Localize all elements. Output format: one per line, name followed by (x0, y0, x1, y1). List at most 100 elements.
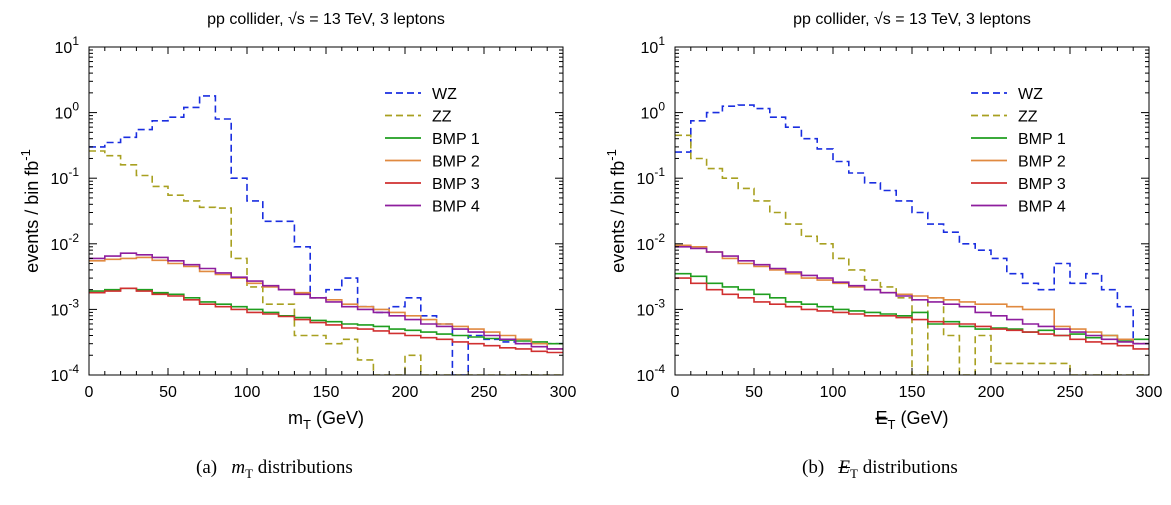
chart-1-series-bmp-3 (675, 277, 1149, 350)
chart-1-ytick-exp: 1 (658, 34, 665, 48)
chart-1-legend-label: BMP 2 (1018, 154, 1066, 171)
chart-1-xlabel: ET (GeV) (876, 408, 949, 432)
chart-0-xtick-label: 100 (234, 384, 261, 401)
chart-0-legend-label: WZ (432, 86, 457, 103)
chart-0-xlabel-unit: (GeV) (316, 408, 364, 428)
chart-1-ytick-base: 10 (637, 171, 655, 188)
chart-1-ytick-label: 101 (641, 34, 666, 57)
caption-a-text: distributions (257, 457, 353, 478)
caption-b-tag: (b) (802, 457, 825, 478)
chart-0-xtick-label: 50 (159, 384, 177, 401)
chart-1-legend-label: WZ (1018, 86, 1043, 103)
chart-1-ytick-exp: -3 (654, 296, 665, 310)
chart-0-ytick-exp: -1 (68, 165, 79, 179)
chart-0-xtick-label: 300 (550, 384, 577, 401)
chart-1-ytick-exp: 0 (658, 100, 665, 114)
chart-0-ytick-exp: -2 (68, 231, 79, 245)
chart-1-ylabel-sup: -1 (604, 149, 619, 161)
caption-b: (b) ET distributions (802, 457, 958, 482)
chart-1-ylabel: events / bin fb-1 (604, 149, 628, 273)
chart-0-legend-label: BMP 1 (432, 131, 480, 148)
chart-0-xlabel-main: m (288, 408, 303, 428)
chart-0-series-group (89, 95, 563, 375)
chart-1-xlabel-sub: T (888, 417, 896, 432)
chart-1-ytick-label: 10-1 (637, 165, 666, 188)
chart-1-series-zz (675, 134, 1149, 375)
chart-0-xlabel-sub: T (303, 417, 311, 432)
chart-0-series-zz (89, 150, 563, 375)
chart-0-series-wz (89, 95, 563, 375)
chart-1-xtick-label: 0 (671, 384, 680, 401)
chart-0-ytick-label: 10-4 (51, 362, 80, 385)
chart-1-legend-label: ZZ (1018, 109, 1038, 126)
chart-0-ytick-exp: 0 (72, 100, 79, 114)
chart-0-ylabel-main: events / bin fb (22, 161, 42, 273)
chart-0-legend-label: BMP 2 (432, 154, 480, 171)
chart-1-legend-label: BMP 1 (1018, 131, 1066, 148)
chart-0-ytick-exp: -3 (68, 296, 79, 310)
chart-1-legend-label: BMP 4 (1018, 199, 1066, 216)
chart-0-ylabel-sup: -1 (18, 149, 33, 161)
chart-0-ytick-base: 10 (51, 237, 69, 254)
chart-0-xtick-label: 150 (313, 384, 340, 401)
chart-1-ytick-base: 10 (637, 237, 655, 254)
chart-1-series-bmp-4 (675, 246, 1149, 345)
chart-1-ylabel-main: events / bin fb (608, 161, 628, 273)
chart-0-ytick-base: 10 (51, 368, 69, 385)
chart-0-ytick-exp: 1 (72, 34, 79, 48)
caption-b-sub: T (850, 465, 858, 481)
chart-0-ytick-base: 10 (55, 40, 73, 57)
chart-1-ytick-base: 10 (641, 40, 659, 57)
chart-0-ytick-label: 100 (55, 100, 80, 123)
chart-1-ytick-exp: -1 (654, 165, 665, 179)
chart-1-xtick-label: 250 (1057, 384, 1084, 401)
chart-0-ytick-label: 101 (55, 34, 80, 57)
chart-1-xlabel-main: E (876, 408, 888, 428)
chart-0-ytick-label: 10-1 (51, 165, 80, 188)
chart-0-ytick-exp: -4 (68, 362, 79, 376)
chart-1-ytick-base: 10 (637, 368, 655, 385)
chart-1-series-group (675, 104, 1149, 375)
chart-0-legend-label: BMP 3 (432, 176, 480, 193)
chart-0-legend-label: ZZ (432, 109, 452, 126)
caption-a-var: m (231, 457, 246, 478)
chart-panel-b: pp collider, √s = 13 TeV, 3 leptons 0 50 10… (586, 0, 1171, 500)
chart-1-ytick-exp: -4 (654, 362, 665, 376)
caption-b-text: distributions (862, 457, 958, 478)
chart-1-xlabel-unit: (GeV) (900, 408, 948, 428)
chart-1-xtick-label: 100 (820, 384, 847, 401)
chart-0-ylabel: events / bin fb-1 (18, 149, 42, 273)
chart-0-legend-label: BMP 4 (432, 199, 480, 216)
chart-0-xtick-label: 200 (392, 384, 419, 401)
chart-0-ytick-label: 10-2 (51, 231, 80, 254)
chart-0-series-bmp-3 (89, 287, 563, 354)
chart-1-series-wz (675, 104, 1149, 345)
chart-1-xtick-label: 300 (1136, 384, 1163, 401)
chart-1-legend-label: BMP 3 (1018, 176, 1066, 193)
chart-1-ytick-label: 10-4 (637, 362, 666, 385)
chart-1-xtick-label: 200 (978, 384, 1005, 401)
chart-1-ytick-base: 10 (641, 106, 659, 123)
chart-0-xlabel: mT (GeV) (288, 408, 364, 432)
chart-0-frame (88, 46, 564, 376)
chart-1-xtick-label: 50 (745, 384, 763, 401)
caption-b-var: E (838, 457, 851, 478)
chart-1-title: pp collider, √s = 13 TeV, 3 leptons (793, 11, 1031, 28)
chart-1-ytick-base: 10 (637, 302, 655, 319)
chart-0-xtick-label: 250 (471, 384, 498, 401)
chart-1-ytick-label: 100 (641, 100, 666, 123)
caption-a-sub: T (245, 465, 254, 481)
chart-0-title: pp collider, √s = 13 TeV, 3 leptons (207, 11, 445, 28)
caption-a: (a) mT distributions (196, 457, 353, 482)
chart-0-xtick-label: 0 (85, 384, 94, 401)
chart-0-ytick-base: 10 (51, 302, 69, 319)
caption-a-tag: (a) (196, 457, 218, 478)
chart-0-ytick-base: 10 (51, 171, 69, 188)
chart-1-ytick-exp: -2 (654, 231, 665, 245)
chart-1-ytick-label: 10-3 (637, 296, 666, 319)
chart-0-ytick-label: 10-3 (51, 296, 80, 319)
chart-0-ytick-base: 10 (55, 106, 73, 123)
chart-panel-a: pp collider, √s = 13 TeV, 3 leptons 0 50 10… (0, 0, 585, 500)
